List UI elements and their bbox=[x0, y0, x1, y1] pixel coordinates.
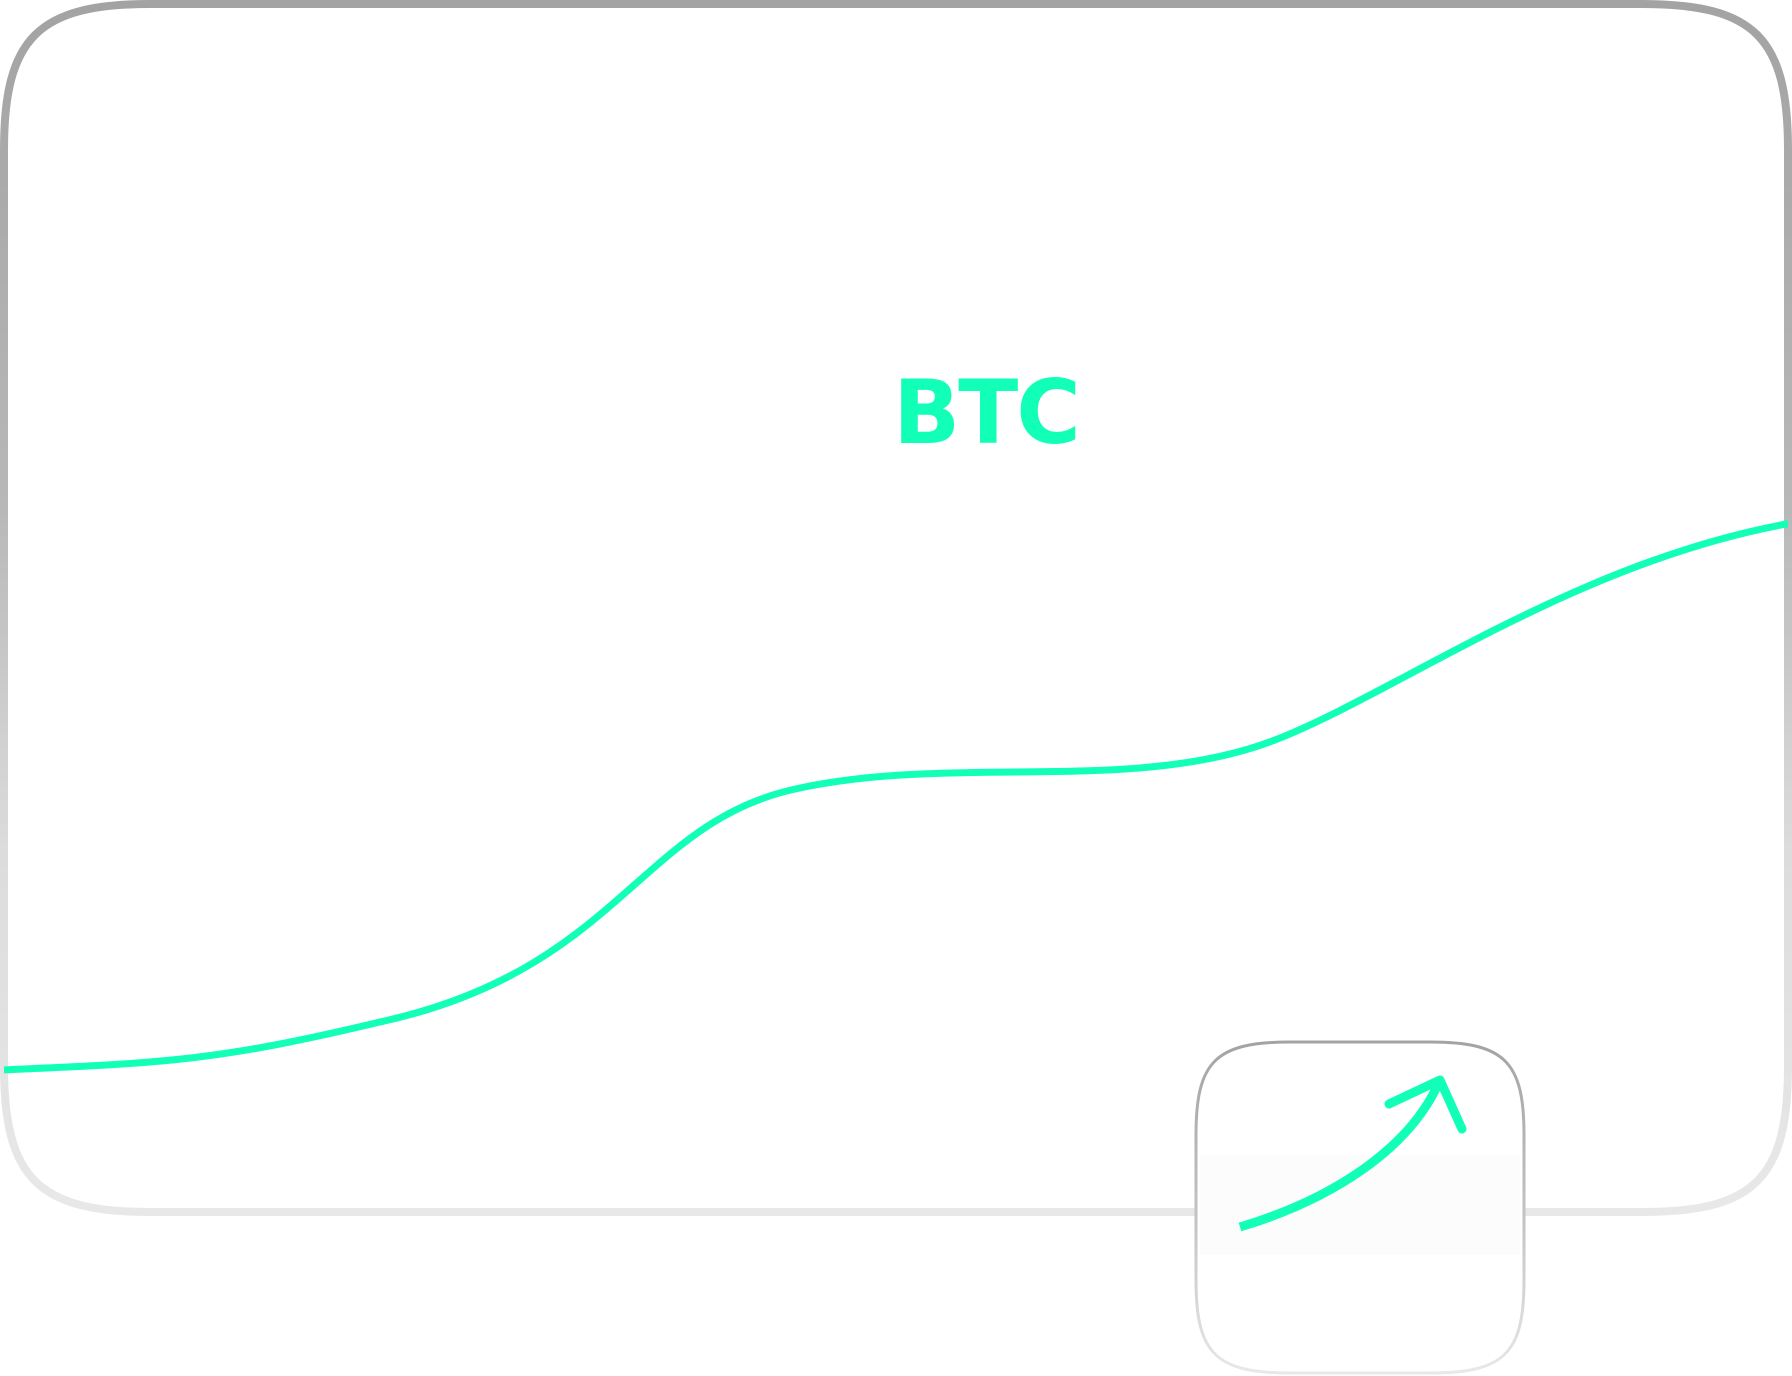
trend-icon-tile[interactable] bbox=[1194, 1040, 1526, 1375]
price-card-frame bbox=[0, 0, 1792, 1216]
trend-up-arrow-icon bbox=[1238, 1075, 1467, 1232]
price-trend-line bbox=[4, 519, 1788, 1074]
price-card: BTC bbox=[0, 0, 1792, 1216]
trend-icon-tile-frame bbox=[1194, 1040, 1526, 1375]
ticker-symbol: BTC bbox=[893, 361, 1079, 464]
